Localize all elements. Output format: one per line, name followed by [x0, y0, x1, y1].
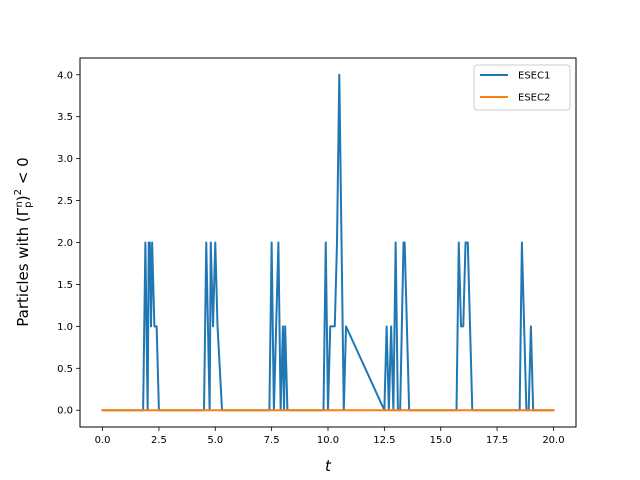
y-tick-label: 3.5	[57, 112, 73, 123]
x-tick-label: 20.0	[542, 435, 564, 446]
y-tick-label: 1.0	[57, 322, 73, 333]
x-tick-label: 7.5	[264, 435, 280, 446]
y-tick-label: 4.0	[57, 70, 73, 81]
x-axis-ticks: 0.0 2.5 5.0 7.5 10.0 12.5 15.0 17.5 20.0	[95, 427, 565, 446]
y-tick-label: 2.0	[57, 238, 73, 249]
y-axis-label: Particles with (Γpn)2 < 0	[13, 157, 34, 326]
x-axis-label: t	[325, 457, 332, 475]
x-tick-label: 5.0	[207, 435, 223, 446]
x-tick-label: 2.5	[151, 435, 167, 446]
y-tick-label: 1.5	[57, 280, 73, 291]
x-tick-label: 12.5	[373, 435, 395, 446]
legend-box	[473, 64, 571, 111]
legend-label-esec1: ESEC1	[518, 71, 550, 82]
y-tick-label: 0.5	[57, 364, 73, 375]
x-tick-label: 0.0	[95, 435, 111, 446]
x-tick-label: 17.5	[486, 435, 508, 446]
y-tick-label: 3.0	[57, 154, 73, 165]
y-tick-label: 2.5	[57, 196, 73, 207]
plot-area	[101, 73, 555, 412]
x-tick-label: 10.0	[317, 435, 339, 446]
x-tick-label: 15.0	[430, 435, 452, 446]
y-axis-ticks: 0.0 0.5 1.0 1.5 2.0 2.5 3.0 3.5 4.0	[57, 70, 80, 417]
legend-label-esec2: ESEC2	[518, 93, 550, 104]
y-tick-label: 0.0	[57, 406, 73, 417]
legend: ESEC1 ESEC2	[473, 64, 571, 111]
